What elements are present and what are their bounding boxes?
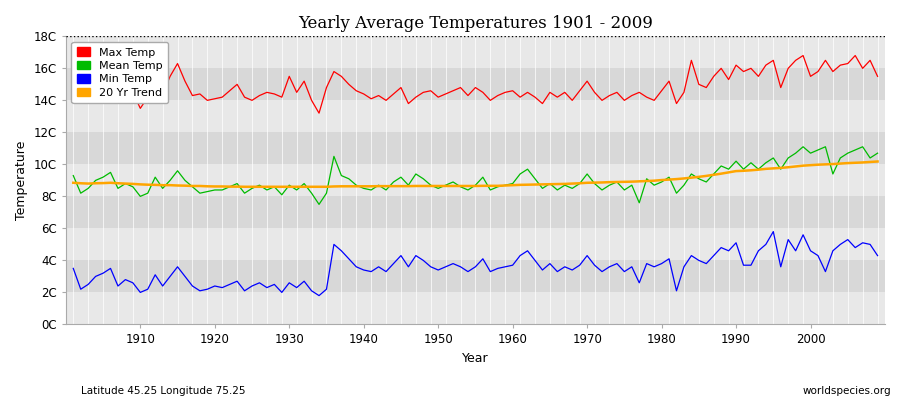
Bar [66, 68, 885, 100]
Mean Temp [313, 202, 324, 207]
Min Temp [68, 266, 78, 271]
Min Temp [768, 229, 778, 234]
Mean Temp [68, 173, 78, 178]
Min Temp [515, 253, 526, 258]
Line: Max Temp: Max Temp [73, 56, 878, 113]
Bar [66, 132, 885, 164]
Max Temp [313, 111, 324, 116]
20 Yr Trend [299, 184, 310, 189]
Max Temp [344, 82, 355, 87]
Min Temp [313, 293, 324, 298]
Mean Temp [604, 183, 615, 188]
Mean Temp [292, 188, 302, 192]
Mean Temp [515, 172, 526, 176]
20 Yr Trend [604, 180, 615, 184]
Mean Temp [797, 144, 808, 149]
Min Temp [292, 285, 302, 290]
Bar [66, 196, 885, 228]
Line: Mean Temp: Mean Temp [73, 147, 878, 204]
20 Yr Trend [128, 182, 139, 186]
X-axis label: Year: Year [462, 352, 489, 365]
Max Temp [292, 90, 302, 95]
Min Temp [604, 264, 615, 269]
Mean Temp [128, 184, 139, 189]
Mean Temp [344, 176, 355, 181]
Bar [66, 228, 885, 260]
Line: 20 Yr Trend: 20 Yr Trend [73, 162, 878, 187]
20 Yr Trend [872, 159, 883, 164]
Max Temp [515, 95, 526, 100]
Text: Latitude 45.25 Longitude 75.25: Latitude 45.25 Longitude 75.25 [81, 386, 246, 396]
Max Temp [508, 88, 518, 93]
Max Temp [128, 90, 139, 95]
Legend: Max Temp, Mean Temp, Min Temp, 20 Yr Trend: Max Temp, Mean Temp, Min Temp, 20 Yr Tre… [71, 42, 168, 104]
20 Yr Trend [68, 180, 78, 185]
Min Temp [508, 263, 518, 268]
Min Temp [872, 253, 883, 258]
Title: Yearly Average Temperatures 1901 - 2009: Yearly Average Temperatures 1901 - 2009 [298, 15, 652, 32]
Bar [66, 164, 885, 196]
Max Temp [68, 85, 78, 90]
Min Temp [344, 256, 355, 261]
Mean Temp [508, 181, 518, 186]
Line: Min Temp: Min Temp [73, 232, 878, 296]
Min Temp [128, 280, 139, 285]
Max Temp [872, 74, 883, 79]
Max Temp [797, 53, 808, 58]
Bar [66, 100, 885, 132]
Max Temp [604, 93, 615, 98]
Bar [66, 260, 885, 292]
20 Yr Trend [239, 184, 250, 189]
Y-axis label: Temperature: Temperature [15, 141, 28, 220]
20 Yr Trend [344, 184, 355, 189]
Bar [66, 292, 885, 324]
Text: worldspecies.org: worldspecies.org [803, 386, 891, 396]
Mean Temp [872, 151, 883, 156]
Bar [66, 36, 885, 68]
20 Yr Trend [508, 183, 518, 188]
20 Yr Trend [515, 182, 526, 187]
